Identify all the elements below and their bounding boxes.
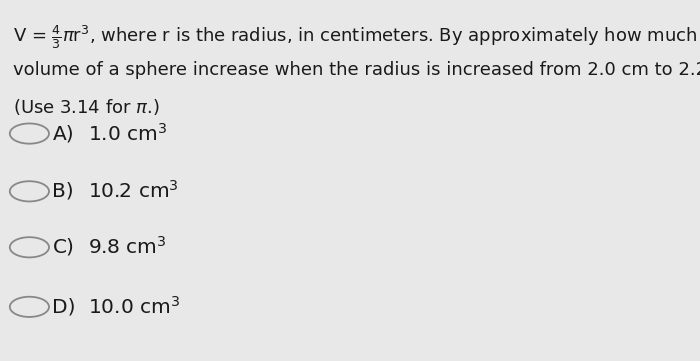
Text: 10.2 cm$^{3}$: 10.2 cm$^{3}$: [88, 180, 178, 202]
Text: A): A): [52, 124, 74, 143]
Text: 10.0 cm$^{3}$: 10.0 cm$^{3}$: [88, 296, 179, 318]
Text: B): B): [52, 182, 74, 201]
Text: 1.0 cm$^{3}$: 1.0 cm$^{3}$: [88, 123, 167, 144]
Text: V = $\frac{4}{3}$$\pi$r$^{3}$, where r is the radius, in centimeters. By approxi: V = $\frac{4}{3}$$\pi$r$^{3}$, where r i…: [13, 23, 700, 51]
Text: C): C): [52, 238, 74, 257]
Text: volume of a sphere increase when the radius is increased from 2.0 cm to 2.2 cm?: volume of a sphere increase when the rad…: [13, 61, 700, 79]
Text: 9.8 cm$^{3}$: 9.8 cm$^{3}$: [88, 236, 166, 258]
Text: D): D): [52, 297, 76, 316]
Text: (Use 3.14 for $\pi$.): (Use 3.14 for $\pi$.): [13, 97, 160, 117]
